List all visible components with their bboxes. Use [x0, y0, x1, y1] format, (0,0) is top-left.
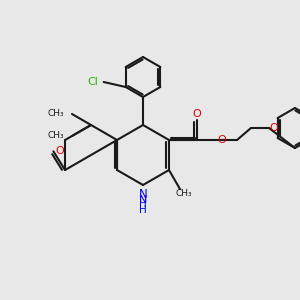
Text: O: O	[218, 135, 226, 145]
Text: O: O	[55, 146, 64, 156]
Text: O: O	[193, 109, 201, 119]
Text: H: H	[139, 199, 147, 209]
Text: Cl: Cl	[87, 77, 98, 87]
Text: CH₃: CH₃	[47, 131, 64, 140]
Text: H: H	[139, 205, 147, 215]
Text: O: O	[270, 123, 278, 133]
Text: CH₃: CH₃	[47, 110, 64, 118]
Text: N: N	[139, 195, 147, 205]
Text: N: N	[139, 188, 147, 202]
Text: CH₃: CH₃	[176, 189, 192, 198]
